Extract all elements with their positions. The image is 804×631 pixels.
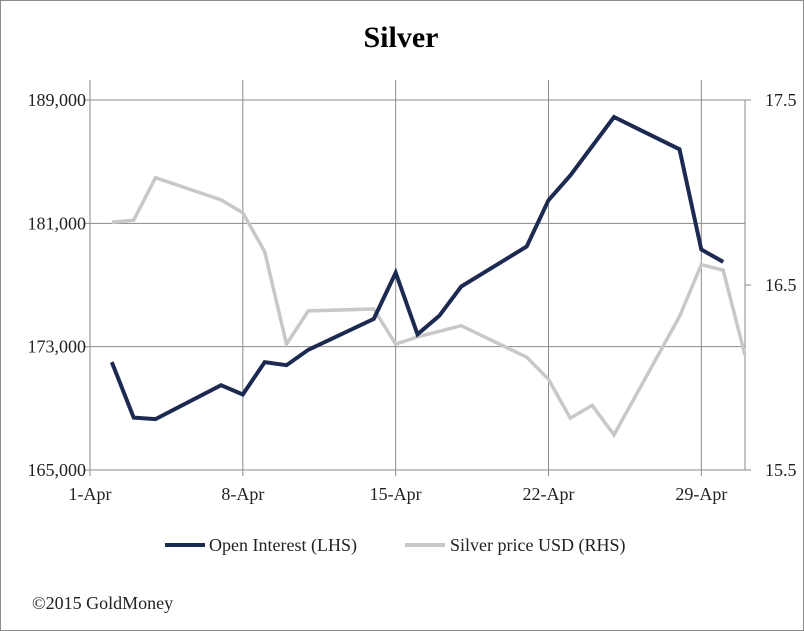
legend-label-silver-price: Silver price USD (RHS) (450, 535, 625, 556)
y-right-tick-label: 16.5 (765, 275, 797, 295)
axes (84, 99, 751, 476)
y-left-tick-label: 173,000 (28, 337, 87, 357)
series-line-silver-price (111, 175, 747, 439)
x-tick-label: 15-Apr (370, 484, 422, 504)
y-left-tick-label: 181,000 (28, 213, 87, 233)
x-tick-label: 8-Apr (221, 484, 264, 504)
gridlines (89, 80, 745, 471)
y-right-tick-label: 17.5 (765, 90, 797, 110)
legend-label-open-interest: Open Interest (LHS) (209, 535, 357, 556)
y-right-tick-label: 15.5 (765, 460, 797, 480)
tick-labels: 165,000 173,000 181,000 189,000 1-Apr 8-Apr 15… (28, 90, 797, 504)
copyright-text: ©2015 GoldMoney (32, 593, 173, 613)
series-lines (109, 114, 747, 439)
series-line-open-interest (109, 114, 725, 422)
y-left-tick-label: 165,000 (28, 460, 87, 480)
x-tick-label: 1-Apr (69, 484, 112, 504)
y-left-tick-label: 189,000 (28, 90, 87, 110)
chart-title: Silver (364, 21, 439, 54)
legend: Open Interest (LHS) Silver price USD (RH… (165, 535, 625, 556)
x-tick-label: 29-Apr (675, 484, 727, 504)
x-tick-label: 22-Apr (523, 484, 575, 504)
